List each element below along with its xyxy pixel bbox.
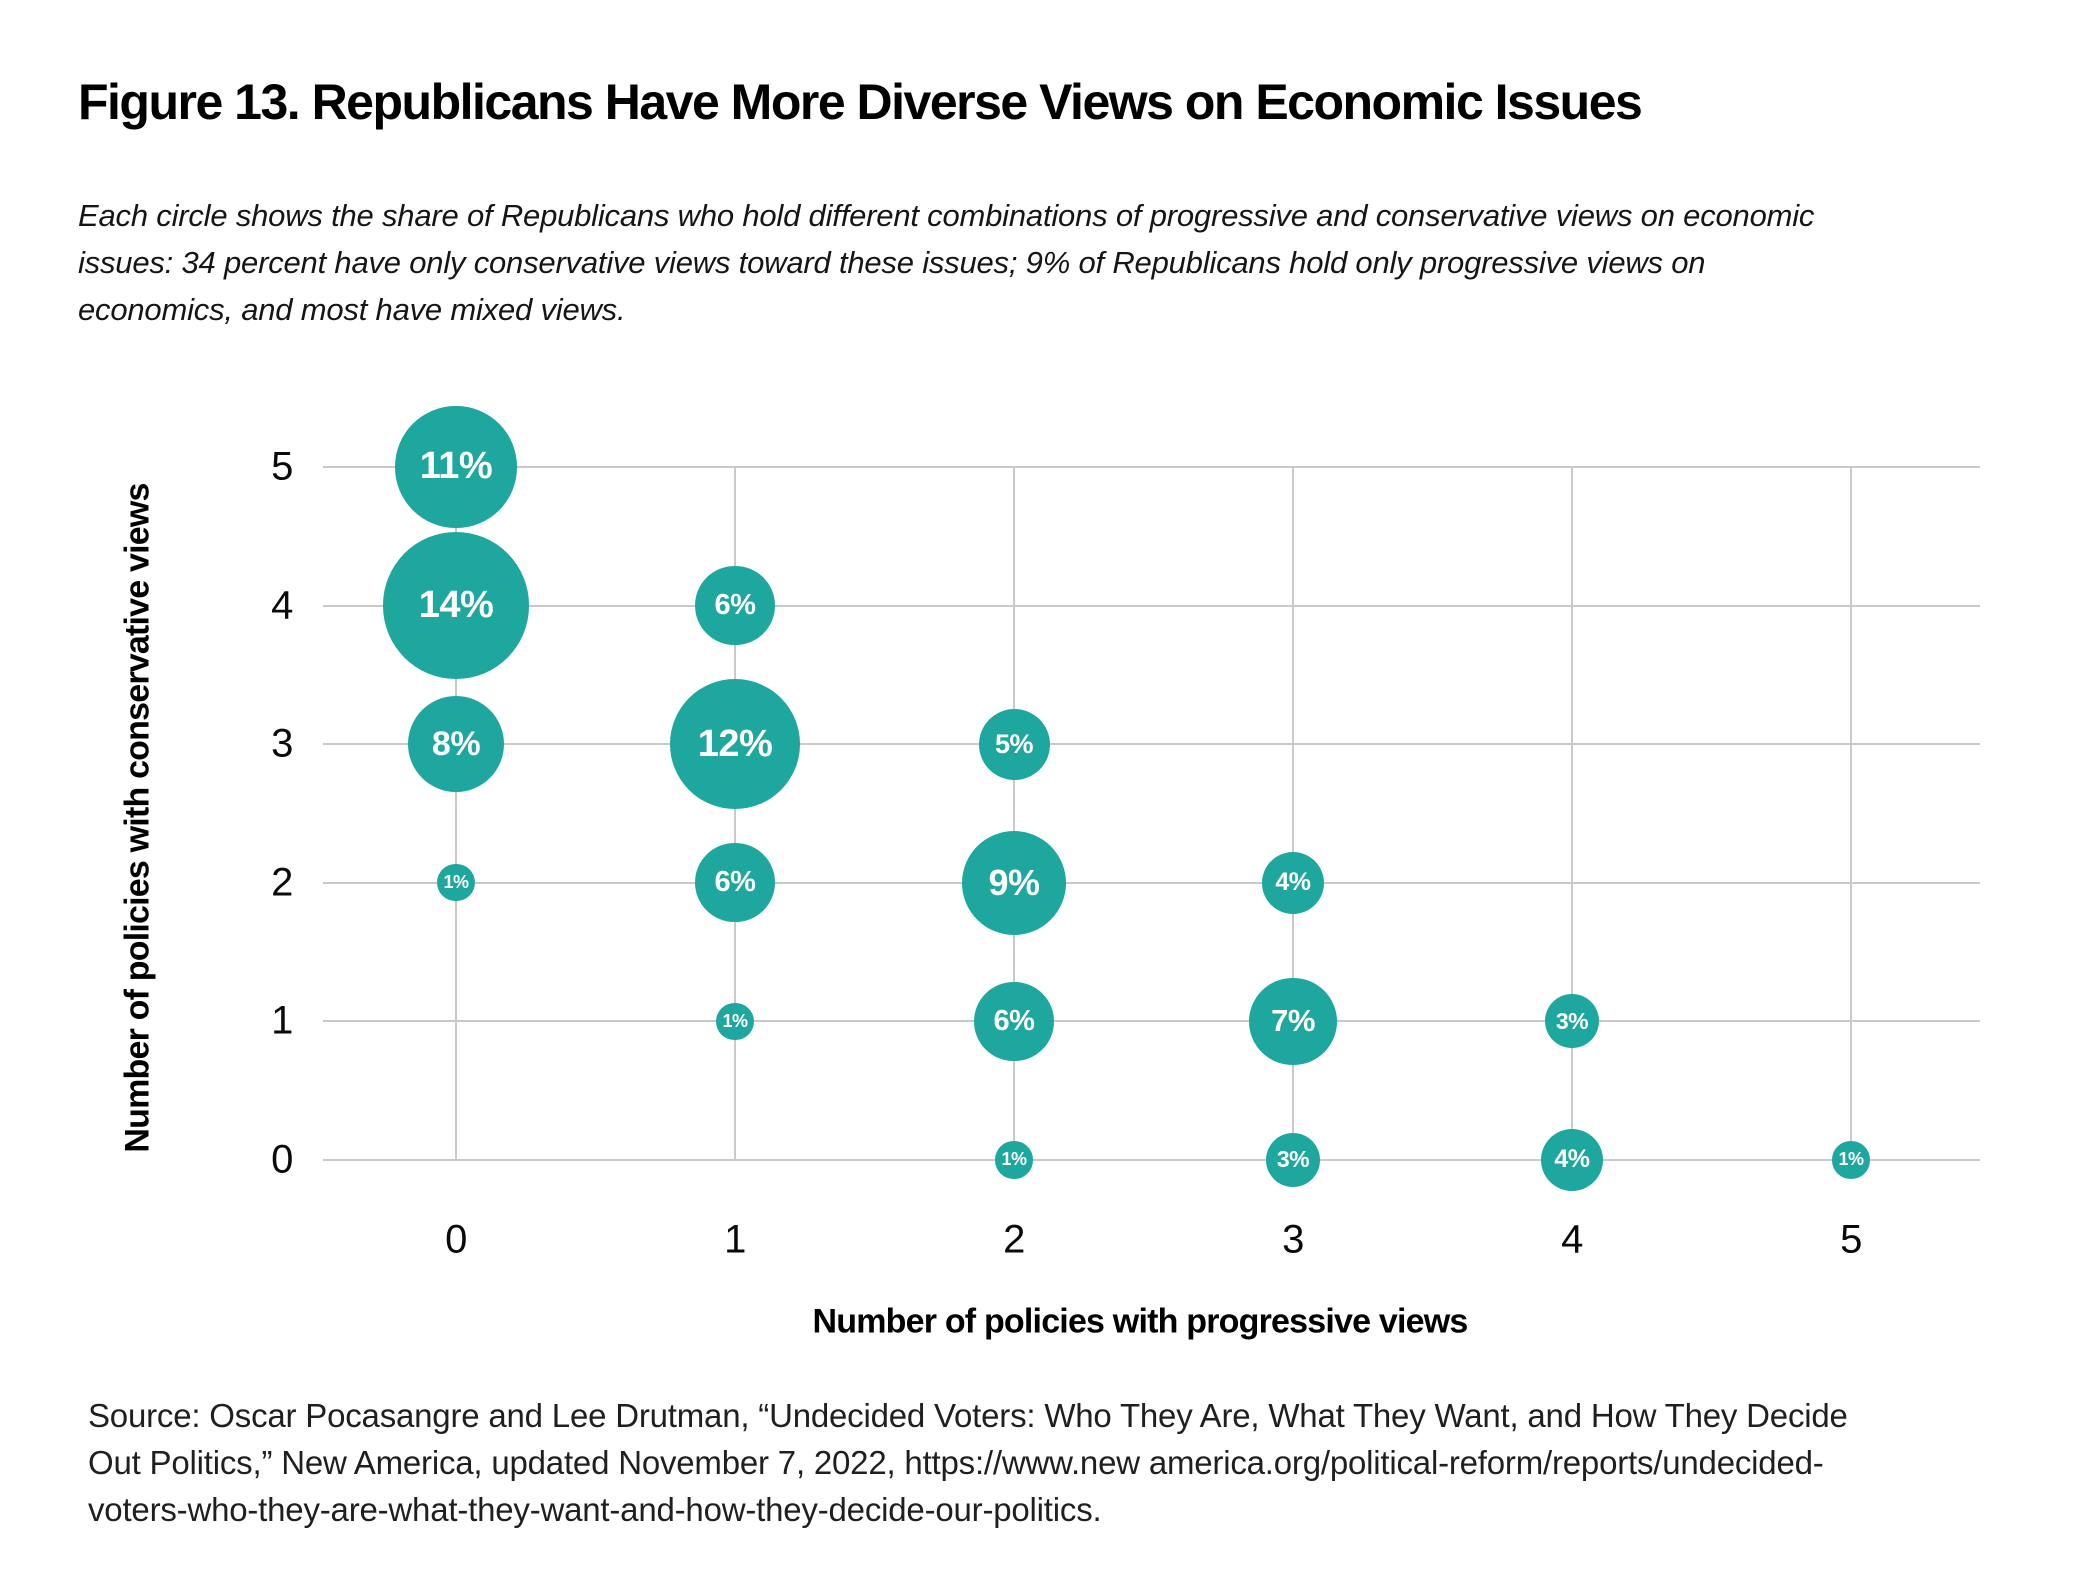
bubble-8pct-x0-y3: 8%	[407, 696, 505, 793]
bubble-12pct-x1-y3: 12%	[670, 679, 800, 810]
bubble-1pct-x2-y0: 1%	[995, 1141, 1033, 1179]
y-tick-3: 3	[271, 721, 293, 766]
y-tick-1: 1	[271, 998, 293, 1043]
h-gridline-0	[323, 1159, 1980, 1161]
x-tick-2: 2	[1003, 1217, 1025, 1262]
x-tick-0: 0	[445, 1217, 467, 1262]
x-tick-4: 4	[1561, 1217, 1583, 1262]
bubble-3pct-x3-y0: 3%	[1265, 1132, 1321, 1188]
y-tick-5: 5	[271, 444, 293, 489]
bubble-6pct-x1-y4: 6%	[695, 565, 775, 646]
bubble-7pct-x3-y1: 7%	[1249, 977, 1337, 1066]
y-tick-2: 2	[271, 860, 293, 905]
h-gridline-3	[323, 743, 1980, 746]
bubble-6pct-x2-y1: 6%	[974, 981, 1054, 1062]
v-gridline-1	[734, 467, 736, 1160]
bubble-9pct-x2-y2: 9%	[961, 830, 1067, 936]
x-tick-5: 5	[1840, 1217, 1862, 1262]
y-tick-4: 4	[271, 583, 293, 628]
source-note: Source: Oscar Pocasangre and Lee Drutman…	[88, 1397, 1848, 1528]
bubble-4pct-x4-y0: 4%	[1540, 1128, 1604, 1192]
bubble-6pct-x1-y2: 6%	[695, 843, 775, 923]
v-gridline-3	[1292, 467, 1294, 1160]
v-gridline-4	[1571, 467, 1573, 1160]
v-gridline-2	[1013, 467, 1015, 1160]
x-tick-1: 1	[724, 1217, 746, 1262]
figure-title: Figure 13. Republicans Have More Diverse…	[78, 74, 1643, 130]
bubble-11pct-x0-y5: 11%	[395, 406, 517, 528]
x-axis-title: Number of policies with progressive view…	[812, 1302, 1469, 1341]
bubble-3pct-x4-y1: 3%	[1544, 994, 1600, 1049]
bubble-14pct-x0-y4: 14%	[382, 532, 530, 679]
x-tick-3: 3	[1282, 1217, 1304, 1262]
h-gridline-1	[323, 1020, 1980, 1023]
h-gridline-4	[323, 604, 1980, 607]
h-gridline-5	[323, 466, 1980, 468]
bubble-5pct-x2-y3: 5%	[978, 708, 1050, 780]
bubble-4pct-x3-y2: 4%	[1261, 851, 1325, 915]
v-gridline-5	[1850, 467, 1852, 1160]
v-gridline-0	[455, 467, 457, 1160]
y-tick-0: 0	[271, 1137, 293, 1182]
figure-subtitle: Each circle shows the share of Republica…	[78, 198, 1815, 327]
bubble-1pct-x0-y2: 1%	[437, 864, 475, 902]
h-gridline-2	[323, 881, 1980, 884]
bubble-1pct-x5-y0: 1%	[1832, 1141, 1870, 1179]
bubble-1pct-x1-y1: 1%	[716, 1002, 754, 1041]
